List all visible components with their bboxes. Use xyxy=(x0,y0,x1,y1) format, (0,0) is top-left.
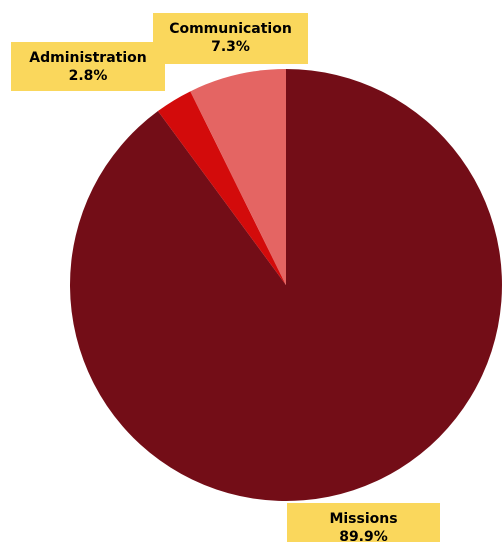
slice-label-percent: 89.9% xyxy=(339,529,388,542)
slice-label-percent: 7.3% xyxy=(211,39,250,55)
slice-label-percent: 2.8% xyxy=(69,68,108,84)
pie-slice-missions xyxy=(69,69,502,502)
slice-label-communication: Communication 7.3% xyxy=(153,13,308,64)
pie-slice-communication xyxy=(190,69,286,285)
pie-slice-administration xyxy=(157,91,286,285)
slice-label-missions: Missions 89.9% xyxy=(287,503,440,545)
slice-label-name: Missions xyxy=(329,511,397,527)
slice-label-administration: Administration 2.8% xyxy=(11,42,165,91)
slice-label-box xyxy=(287,503,440,542)
slice-label-name: Communication xyxy=(169,21,292,37)
pie-slices xyxy=(69,69,502,502)
slice-label-box xyxy=(11,42,165,91)
slice-label-box xyxy=(153,13,308,64)
pie-labels: Missions 89.9% Administration 2.8% Communica… xyxy=(11,13,440,545)
slice-label-name: Administration xyxy=(29,50,146,66)
